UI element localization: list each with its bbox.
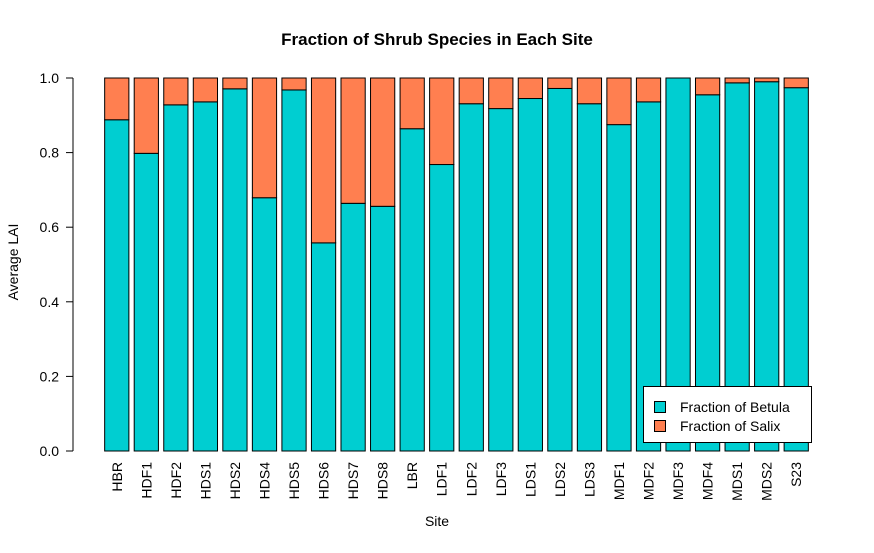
bar-betula — [163, 104, 189, 452]
x-tick-label: HDS7 — [345, 462, 361, 500]
x-tick-label: LDF1 — [434, 462, 450, 496]
legend-swatch-salix — [654, 420, 666, 432]
bar-salix — [370, 77, 396, 207]
bar-salix — [576, 77, 603, 105]
bar-salix — [104, 77, 130, 121]
bar-salix — [635, 77, 662, 103]
y-tick-label: 0.6 — [40, 219, 60, 235]
bar-betula — [251, 197, 278, 452]
bar-betula — [458, 103, 484, 452]
bar-salix — [754, 77, 780, 83]
bar-salix — [310, 77, 337, 244]
x-tick-label: HDS1 — [197, 462, 213, 500]
bar-salix — [163, 77, 189, 106]
legend-label-betula: Fraction of Betula — [680, 399, 790, 415]
bar-salix — [724, 77, 750, 84]
bar-betula — [429, 164, 455, 452]
x-tick-label: LDS3 — [581, 462, 597, 497]
x-tick-label: LBR — [404, 462, 420, 489]
bar-betula — [399, 128, 425, 452]
x-tick-label: HBR — [109, 462, 125, 492]
y-tick-label: 1.0 — [40, 70, 60, 86]
x-tick-label: MDS2 — [759, 462, 775, 501]
x-tick-label: HDS4 — [256, 462, 272, 500]
legend-item-salix: Fraction of Salix — [654, 418, 780, 434]
bar-betula — [192, 101, 219, 452]
bar-salix — [783, 77, 809, 89]
legend-swatch-betula — [654, 401, 666, 413]
x-tick-label: HDS8 — [375, 462, 391, 500]
x-tick-label: S23 — [788, 462, 804, 487]
bar-salix — [429, 77, 455, 166]
x-axis-label: Site — [424, 513, 450, 529]
bar-salix — [606, 77, 632, 126]
x-tick-label: MDF2 — [641, 462, 657, 500]
bar-betula — [281, 89, 307, 452]
y-tick-label: 0.4 — [40, 294, 60, 310]
y-tick-label: 0.8 — [40, 145, 60, 161]
bar-betula — [222, 88, 248, 452]
bar-betula — [547, 87, 573, 452]
y-tick-label: 0.2 — [40, 368, 60, 384]
bar-betula — [576, 103, 603, 452]
bar-salix — [192, 77, 219, 103]
bar-betula — [340, 202, 366, 452]
legend-item-betula: Fraction of Betula — [654, 399, 790, 415]
bar-salix — [251, 77, 278, 199]
bar-betula — [104, 119, 130, 452]
x-tick-label: HDF1 — [138, 462, 154, 499]
bar-salix — [281, 77, 307, 91]
bar-betula — [606, 124, 632, 452]
legend-label-salix: Fraction of Salix — [680, 418, 781, 434]
x-tick-label: LDF3 — [493, 462, 509, 496]
bar-betula — [488, 108, 514, 452]
x-tick-label: HDF2 — [168, 462, 184, 499]
bar-salix — [399, 77, 425, 130]
bar-salix — [340, 77, 366, 204]
chart-title: Fraction of Shrub Species in Each Site — [281, 30, 593, 49]
x-tick-label: MDF4 — [700, 462, 716, 500]
x-tick-label: LDS2 — [552, 462, 568, 497]
x-tick-label: MDF3 — [670, 462, 686, 500]
x-tick-label: MDS1 — [729, 462, 745, 501]
x-tick-label: LDS1 — [522, 462, 538, 497]
x-tick-label: MDF1 — [611, 462, 627, 500]
bar-salix — [547, 77, 573, 89]
bar-betula — [370, 205, 396, 452]
bar-betula — [133, 152, 159, 452]
bar-salix — [222, 77, 248, 90]
x-tick-label: HDS5 — [286, 462, 302, 500]
x-tick-label: LDF2 — [463, 462, 479, 496]
bar-salix — [488, 77, 514, 110]
bar-salix — [517, 77, 543, 100]
x-tick-label: HDS2 — [227, 462, 243, 500]
x-tick-label: HDS6 — [316, 462, 332, 500]
bar-salix — [694, 77, 721, 96]
legend: Fraction of Betula Fraction of Salix — [643, 386, 812, 443]
bar-betula — [310, 242, 337, 452]
bar-salix — [133, 77, 159, 154]
y-tick-label: 0.0 — [40, 443, 60, 459]
bar-betula — [517, 98, 543, 452]
bar-salix — [458, 77, 484, 105]
